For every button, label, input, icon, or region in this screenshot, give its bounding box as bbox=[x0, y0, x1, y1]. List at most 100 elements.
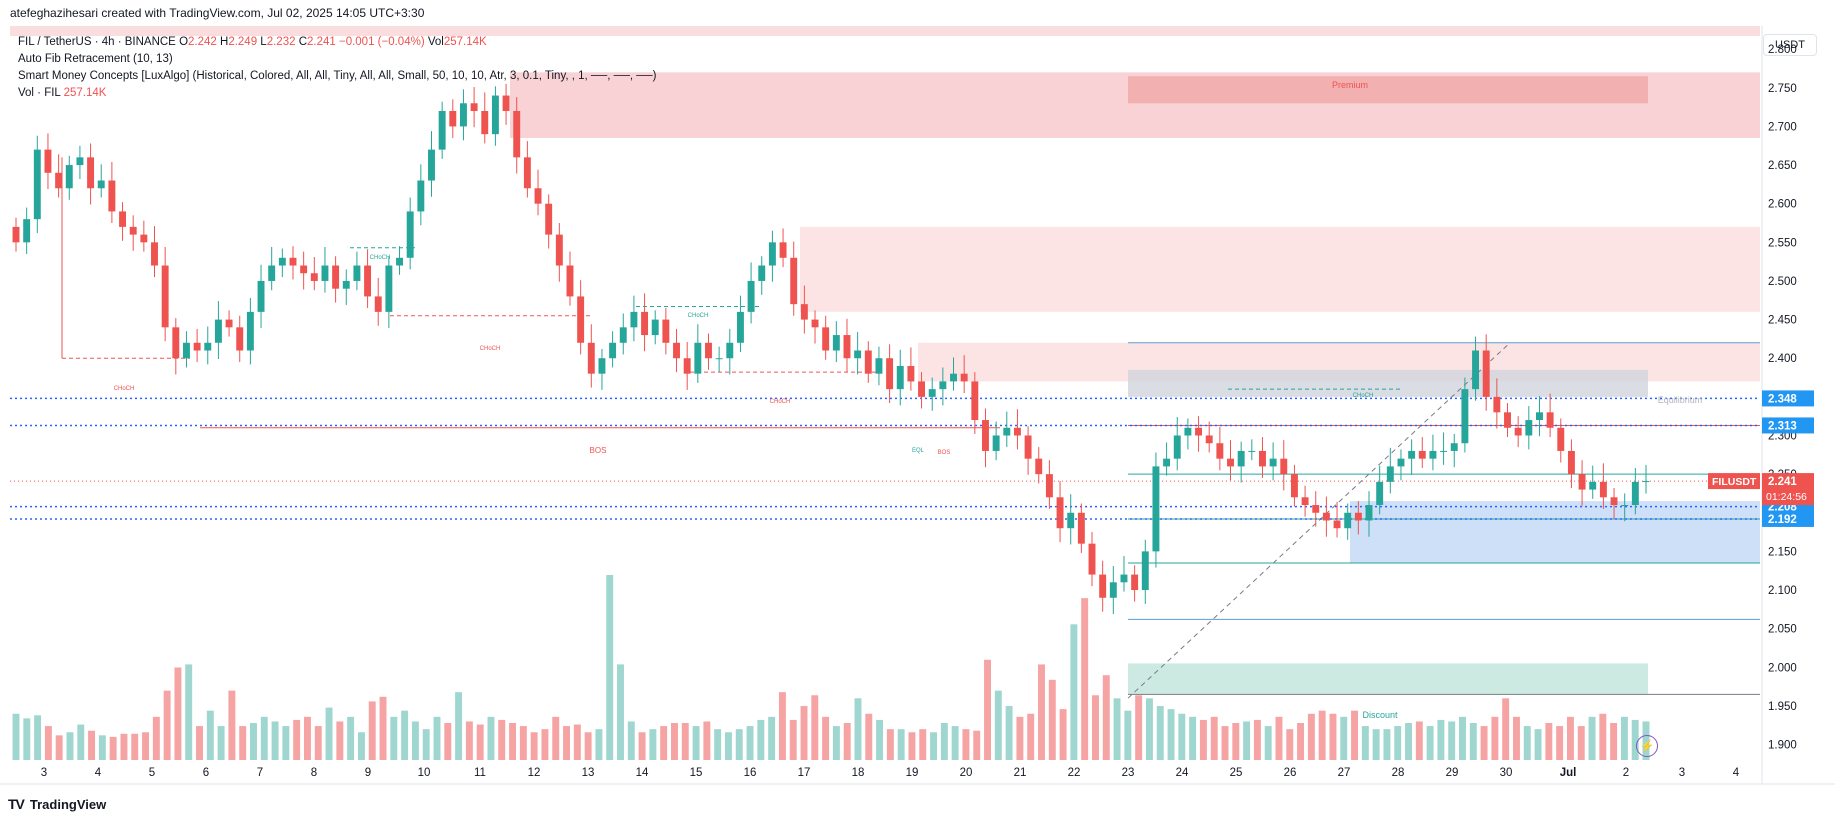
volume-bar-89 bbox=[973, 730, 981, 760]
volume-bar-92 bbox=[1005, 706, 1013, 760]
symbol-row[interactable]: FIL / TetherUS · 4h · BINANCE O2.242 H2.… bbox=[18, 34, 656, 51]
y-tick-14: 2.100 bbox=[1768, 585, 1797, 597]
candle-body-126 bbox=[1354, 512, 1362, 521]
candle-body-90 bbox=[971, 381, 979, 421]
candle-body-95 bbox=[1024, 435, 1032, 459]
candle-body-24 bbox=[268, 265, 276, 281]
volume-bar-29 bbox=[325, 707, 333, 760]
volume-bar-68 bbox=[746, 726, 754, 760]
discount-label: Discount bbox=[1362, 710, 1398, 720]
level-badge-text-0: 2.348 bbox=[1768, 393, 1797, 405]
candle-body-33 bbox=[364, 265, 372, 297]
indicator-volume[interactable]: Vol · FIL 257.14K bbox=[18, 85, 656, 102]
volume-bar-24 bbox=[271, 721, 279, 760]
candle-body-38 bbox=[417, 180, 425, 212]
volume-bar-65 bbox=[714, 729, 722, 760]
volume-bar-45 bbox=[498, 719, 506, 760]
volume-bar-72 bbox=[789, 719, 797, 760]
volume-bar-82 bbox=[897, 729, 905, 760]
volume-bar-67 bbox=[735, 729, 743, 760]
candle-body-80 bbox=[864, 350, 872, 374]
volume-bar-149 bbox=[1620, 716, 1628, 760]
choch-label-6: CHoCH bbox=[1353, 393, 1374, 399]
volume-bar-137 bbox=[1491, 716, 1499, 760]
candle-body-5 bbox=[65, 165, 73, 189]
candle-body-70 bbox=[758, 265, 766, 281]
volume-bar-50 bbox=[552, 716, 560, 760]
volume-bar-115 bbox=[1253, 719, 1261, 760]
indicator-volume-label: Vol · FIL bbox=[18, 87, 61, 99]
volume-bar-96 bbox=[1048, 679, 1056, 760]
candle-body-52 bbox=[566, 265, 574, 297]
volume-bar-59 bbox=[649, 729, 657, 760]
alert-bolt-icon[interactable]: ⚡ bbox=[1636, 735, 1658, 757]
eql-label: EQL bbox=[912, 448, 925, 454]
candle-body-45 bbox=[491, 95, 499, 135]
countdown-text: 01:24:56 bbox=[1766, 491, 1807, 503]
symbol-name[interactable]: FIL / TetherUS · 4h · BINANCE bbox=[18, 36, 176, 48]
candle-body-92 bbox=[992, 435, 1000, 451]
candle-body-72 bbox=[779, 242, 787, 258]
candle-body-113 bbox=[1216, 443, 1224, 459]
volume-bar-44 bbox=[487, 716, 495, 760]
volume-bar-26 bbox=[293, 719, 301, 760]
currency-button[interactable]: USDT bbox=[1763, 34, 1817, 56]
x-tick-20: 23 bbox=[1122, 767, 1135, 779]
candle-body-18 bbox=[204, 342, 212, 351]
candle-body-132 bbox=[1418, 450, 1426, 459]
volume-bar-8 bbox=[98, 735, 106, 760]
volume-bar-55 bbox=[606, 575, 614, 760]
volume-bar-11 bbox=[131, 733, 139, 760]
x-tick-7: 10 bbox=[418, 767, 431, 779]
indicator-smc[interactable]: Smart Money Concepts [LuxAlgo] (Historic… bbox=[18, 70, 657, 82]
candle-body-60 bbox=[651, 319, 659, 336]
choch-label-1: CHoCH bbox=[114, 386, 135, 392]
candle-body-138 bbox=[1482, 350, 1490, 397]
candle-body-152 bbox=[1631, 481, 1639, 506]
volume-bar-108 bbox=[1178, 713, 1186, 760]
volume-bar-91 bbox=[994, 690, 1002, 760]
high-label: H bbox=[220, 36, 229, 48]
volume-bar-103 bbox=[1124, 710, 1132, 760]
candle-body-35 bbox=[385, 265, 393, 312]
candle-body-43 bbox=[470, 103, 478, 111]
volume-bar-146 bbox=[1588, 716, 1596, 760]
equilibrium-label: Equilibrium bbox=[1658, 395, 1703, 405]
volume-bar-74 bbox=[811, 695, 819, 760]
vol-value: 257.14K bbox=[443, 36, 487, 48]
x-tick-9: 12 bbox=[528, 767, 541, 779]
volume-bar-138 bbox=[1502, 698, 1510, 760]
x-tick-10: 13 bbox=[582, 767, 595, 779]
volume-bar-19 bbox=[217, 726, 225, 760]
volume-bar-95 bbox=[1038, 664, 1045, 760]
volume-bar-135 bbox=[1469, 723, 1477, 760]
candle-body-37 bbox=[406, 211, 414, 258]
volume-bar-145 bbox=[1577, 726, 1585, 760]
candle-body-54 bbox=[587, 342, 595, 374]
header-text: atefeghazihesari created with TradingVie… bbox=[10, 6, 425, 20]
candle-body-142 bbox=[1525, 420, 1533, 436]
volume-bar-102 bbox=[1113, 698, 1121, 760]
discount-zone bbox=[1128, 663, 1648, 695]
candle-body-14 bbox=[161, 265, 169, 328]
x-tick-3: 6 bbox=[203, 767, 209, 779]
candle-body-101 bbox=[1088, 543, 1096, 575]
candle-body-88 bbox=[950, 373, 957, 382]
x-tick-12: 15 bbox=[690, 767, 703, 779]
x-tick-23: 26 bbox=[1284, 767, 1297, 779]
indicator-fib[interactable]: Auto Fib Retracement (10, 13) bbox=[18, 53, 173, 65]
low-value: 2.232 bbox=[266, 36, 296, 48]
volume-bar-126 bbox=[1372, 729, 1380, 760]
volume-bar-148 bbox=[1610, 723, 1618, 760]
candle-body-58 bbox=[630, 311, 638, 328]
candle-body-94 bbox=[1013, 427, 1021, 436]
volume-bar-117 bbox=[1275, 716, 1283, 760]
volume-bar-43 bbox=[476, 724, 484, 760]
volume-bar-143 bbox=[1556, 726, 1564, 760]
volume-bar-83 bbox=[908, 732, 916, 760]
candle-body-108 bbox=[1163, 458, 1171, 467]
x-tick-21: 24 bbox=[1176, 767, 1189, 779]
candle-body-9 bbox=[108, 180, 116, 212]
candle-body-36 bbox=[396, 257, 403, 266]
